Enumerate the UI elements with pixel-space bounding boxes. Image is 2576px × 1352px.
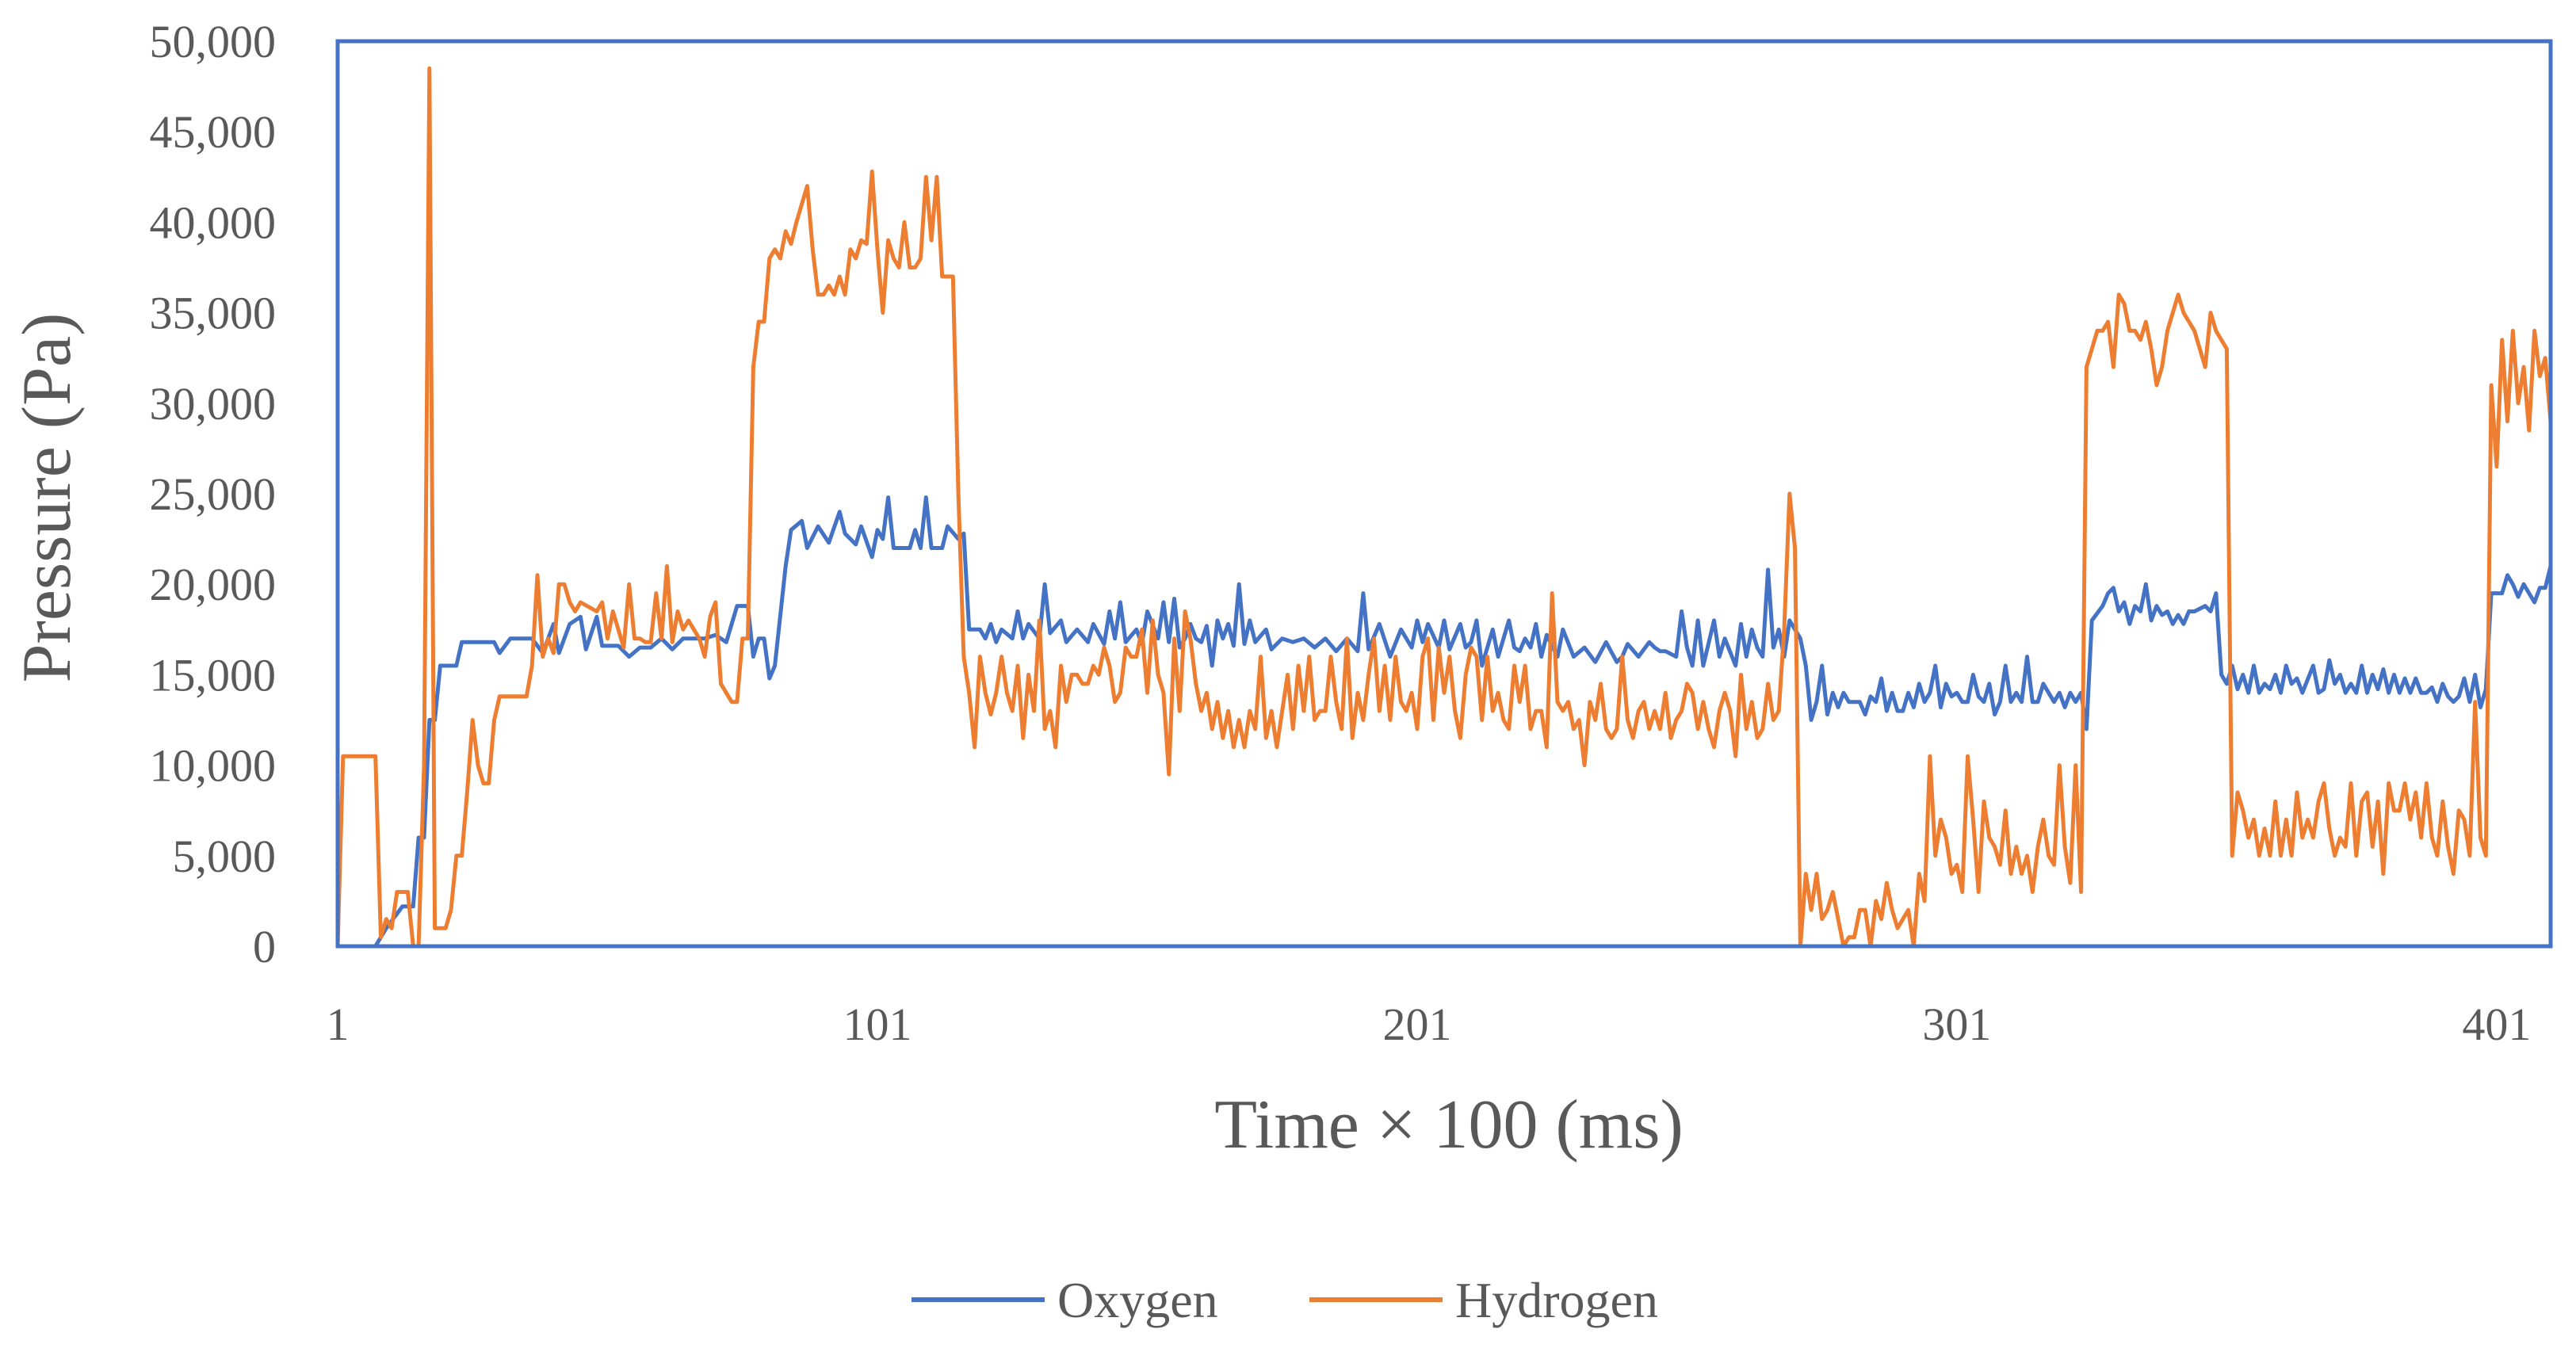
y-tick-label: 0 — [253, 921, 276, 972]
y-tick-label: 30,000 — [150, 378, 277, 430]
plot-area-border — [335, 39, 2553, 949]
x-axis-title: Time × 100 (ms) — [1214, 1087, 1684, 1163]
y-tick-label: 10,000 — [150, 740, 277, 792]
y-tick-label: 25,000 — [150, 468, 277, 520]
legend-label-oxygen: Oxygen — [1057, 1272, 1218, 1328]
y-tick-label: 50,000 — [150, 16, 277, 67]
legend: Oxygen Hydrogen — [912, 1272, 1658, 1328]
x-tick-label: 101 — [843, 999, 912, 1050]
x-tick-label: 1 — [327, 999, 350, 1050]
legend-label-hydrogen: Hydrogen — [1455, 1272, 1658, 1328]
series-line-oxygen — [338, 495, 2553, 949]
x-tick-label: 301 — [1922, 999, 1991, 1050]
series-layer — [335, 66, 2553, 949]
x-axis-tick-labels: 1 101 201 301 401 — [327, 999, 2532, 1050]
y-tick-label: 5,000 — [173, 831, 277, 882]
x-tick-label: 201 — [1382, 999, 1451, 1050]
y-axis-title: Pressure (Pa) — [9, 313, 86, 683]
y-tick-label: 40,000 — [150, 197, 277, 248]
series-line-hydrogen — [335, 66, 2553, 949]
y-tick-label: 20,000 — [150, 559, 277, 610]
y-tick-label: 45,000 — [150, 106, 277, 158]
x-tick-label: 401 — [2462, 999, 2531, 1050]
y-tick-label: 35,000 — [150, 288, 277, 339]
y-axis-tick-labels: 0 5,000 10,000 15,000 20,000 25,000 30,000 35,0… — [150, 16, 277, 972]
y-tick-label: 15,000 — [150, 649, 277, 701]
